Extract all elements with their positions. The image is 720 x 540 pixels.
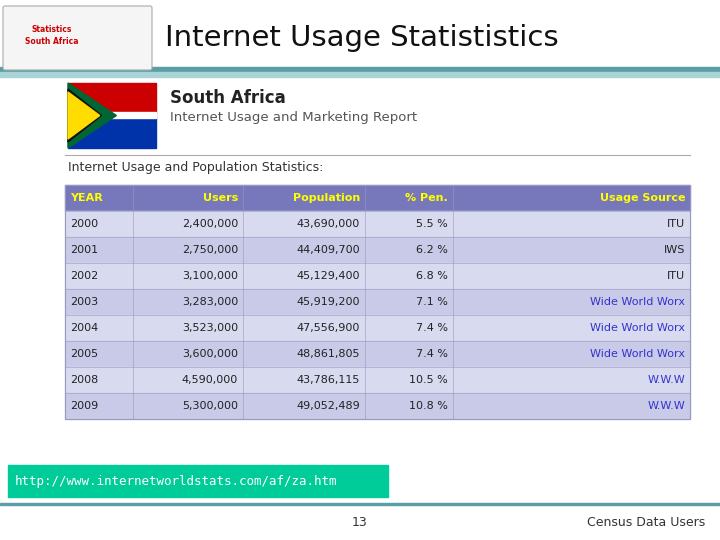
Text: 48,861,805: 48,861,805 (297, 349, 360, 359)
Bar (65, 367, 690, 393)
Text: 5.5 %: 5.5 % (416, 219, 448, 229)
Polygon shape (68, 92, 99, 139)
Bar (65, 185, 690, 419)
Polygon shape (68, 89, 102, 142)
Text: Internet Usage and Population Statistics:: Internet Usage and Population Statistics… (68, 160, 323, 173)
Text: 2004: 2004 (70, 323, 98, 333)
Text: IWS: IWS (664, 245, 685, 255)
Text: Usage Source: Usage Source (600, 193, 685, 203)
Text: 7.1 %: 7.1 % (416, 297, 448, 307)
Text: 6.8 %: 6.8 % (416, 271, 448, 281)
Text: 5,300,000: 5,300,000 (182, 401, 238, 411)
Bar (65, 393, 690, 419)
Text: 2005: 2005 (70, 349, 98, 359)
Text: 3,523,000: 3,523,000 (182, 323, 238, 333)
Text: Wide World Worx: Wide World Worx (590, 349, 685, 359)
Text: 47,556,900: 47,556,900 (297, 323, 360, 333)
Bar (65, 211, 690, 237)
Text: Users: Users (203, 193, 238, 203)
Text: South Africa: South Africa (170, 89, 286, 107)
Text: http://www.internetworldstats.com/af/za.htm: http://www.internetworldstats.com/af/za.… (15, 475, 338, 488)
Bar (8, 465, 388, 497)
Bar (68, 83, 156, 115)
Text: 43,786,115: 43,786,115 (297, 375, 360, 385)
Text: Population: Population (293, 193, 360, 203)
Text: Internet Usage and Marketing Report: Internet Usage and Marketing Report (170, 111, 417, 125)
Text: 3,100,000: 3,100,000 (182, 271, 238, 281)
Bar (65, 315, 690, 341)
Text: W.W.W: W.W.W (647, 375, 685, 385)
FancyBboxPatch shape (3, 6, 152, 70)
Bar (68, 115, 156, 118)
Text: 10.8 %: 10.8 % (409, 401, 448, 411)
Text: 2000: 2000 (70, 219, 98, 229)
Text: Internet Usage Statististics: Internet Usage Statististics (165, 24, 559, 52)
Text: 7.4 %: 7.4 % (416, 323, 448, 333)
Text: 44,409,700: 44,409,700 (297, 245, 360, 255)
Bar (65, 341, 690, 367)
Text: 2009: 2009 (70, 401, 98, 411)
Bar (0, 72, 720, 77)
Bar (68, 112, 156, 115)
Text: 2,750,000: 2,750,000 (181, 245, 238, 255)
Text: 2001: 2001 (70, 245, 98, 255)
Text: % Pen.: % Pen. (405, 193, 448, 203)
Text: Wide World Worx: Wide World Worx (590, 297, 685, 307)
Polygon shape (68, 83, 117, 148)
Bar (65, 289, 690, 315)
Text: 49,052,489: 49,052,489 (296, 401, 360, 411)
Text: ITU: ITU (667, 271, 685, 281)
Text: 4,590,000: 4,590,000 (181, 375, 238, 385)
Text: Wide World Worx: Wide World Worx (590, 323, 685, 333)
Text: 45,919,200: 45,919,200 (297, 297, 360, 307)
Text: YEAR: YEAR (70, 193, 103, 203)
Text: W.W.W: W.W.W (647, 401, 685, 411)
Text: 3,600,000: 3,600,000 (182, 349, 238, 359)
Text: 2008: 2008 (70, 375, 98, 385)
Text: 13: 13 (352, 516, 368, 529)
Bar (68, 116, 156, 148)
Text: Statistics
South Africa: Statistics South Africa (25, 25, 78, 46)
Bar (0, 503, 720, 505)
Bar (65, 263, 690, 289)
Text: ITU: ITU (667, 219, 685, 229)
Text: 7.4 %: 7.4 % (416, 349, 448, 359)
Text: 3,283,000: 3,283,000 (181, 297, 238, 307)
Text: 10.5 %: 10.5 % (409, 375, 448, 385)
Text: 2002: 2002 (70, 271, 98, 281)
Bar (65, 237, 690, 263)
Bar (65, 185, 690, 211)
Bar (0, 67, 720, 72)
Bar (0, 0, 720, 75)
Text: 2,400,000: 2,400,000 (181, 219, 238, 229)
Text: 6.2 %: 6.2 % (416, 245, 448, 255)
Text: Census Data Users: Census Data Users (587, 516, 705, 529)
Text: 45,129,400: 45,129,400 (297, 271, 360, 281)
Text: 43,690,000: 43,690,000 (297, 219, 360, 229)
Text: 2003: 2003 (70, 297, 98, 307)
